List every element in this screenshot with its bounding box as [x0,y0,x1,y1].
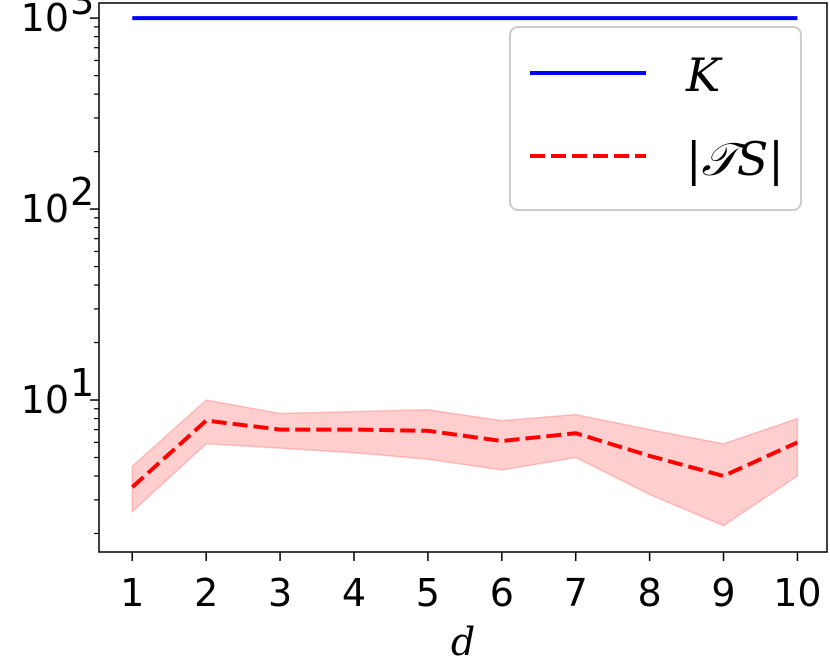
plot-area [130,16,799,527]
series-0-point-10 [795,16,799,20]
y-tick-label-1000: 10 [21,0,69,40]
legend: K |𝒯S| [509,26,802,211]
x-tick-label-2: 2 [194,571,218,615]
series-1-point-9 [722,474,726,478]
series-0-point-6 [500,16,504,20]
y-tick-exponent-100: 2 [70,170,94,214]
series-0-point-4 [352,16,356,20]
series-0-point-5 [426,16,430,20]
series-1-line [130,418,799,489]
x-tick-label-6: 6 [490,571,514,615]
series-0-point-3 [278,16,282,20]
x-tick-label-3: 3 [268,571,292,615]
series-0-point-2 [204,16,208,20]
series-1-point-7 [574,431,578,435]
series-1-point-3 [278,428,282,432]
x-tick-label-8: 8 [638,571,662,615]
series-1-point-1 [130,485,134,489]
series-0-point-1 [130,16,134,20]
series-0-point-7 [574,16,578,20]
axes-frame [98,2,828,553]
x-tick-label-1: 1 [120,571,144,615]
y-tick-label-10: 10 [21,378,69,422]
legend-label-ts: |𝒯S| [686,132,784,186]
series-1-point-10 [795,440,799,444]
x-tick-label-10: 10 [773,571,821,615]
series-1-point-8 [648,454,652,458]
series-1-point-6 [500,439,504,443]
x-tick-label-4: 4 [342,571,366,615]
x-tick-label-7: 7 [564,571,588,615]
x-tick-label-9: 9 [711,571,735,615]
series-1-band [131,399,799,527]
x-tick-label-5: 5 [416,571,440,615]
x-axis-label: d [451,620,475,664]
series-1-point-4 [352,428,356,432]
series-0-point-9 [722,16,726,20]
series-1-point-5 [426,429,430,433]
legend-label-k: K [685,48,723,102]
series-0-point-8 [648,16,652,20]
y-tick-exponent-10: 1 [70,361,94,405]
y-tick-label-100: 10 [21,187,69,231]
series-1-point-2 [204,419,208,423]
y-tick-exponent-1000: 3 [70,0,94,23]
